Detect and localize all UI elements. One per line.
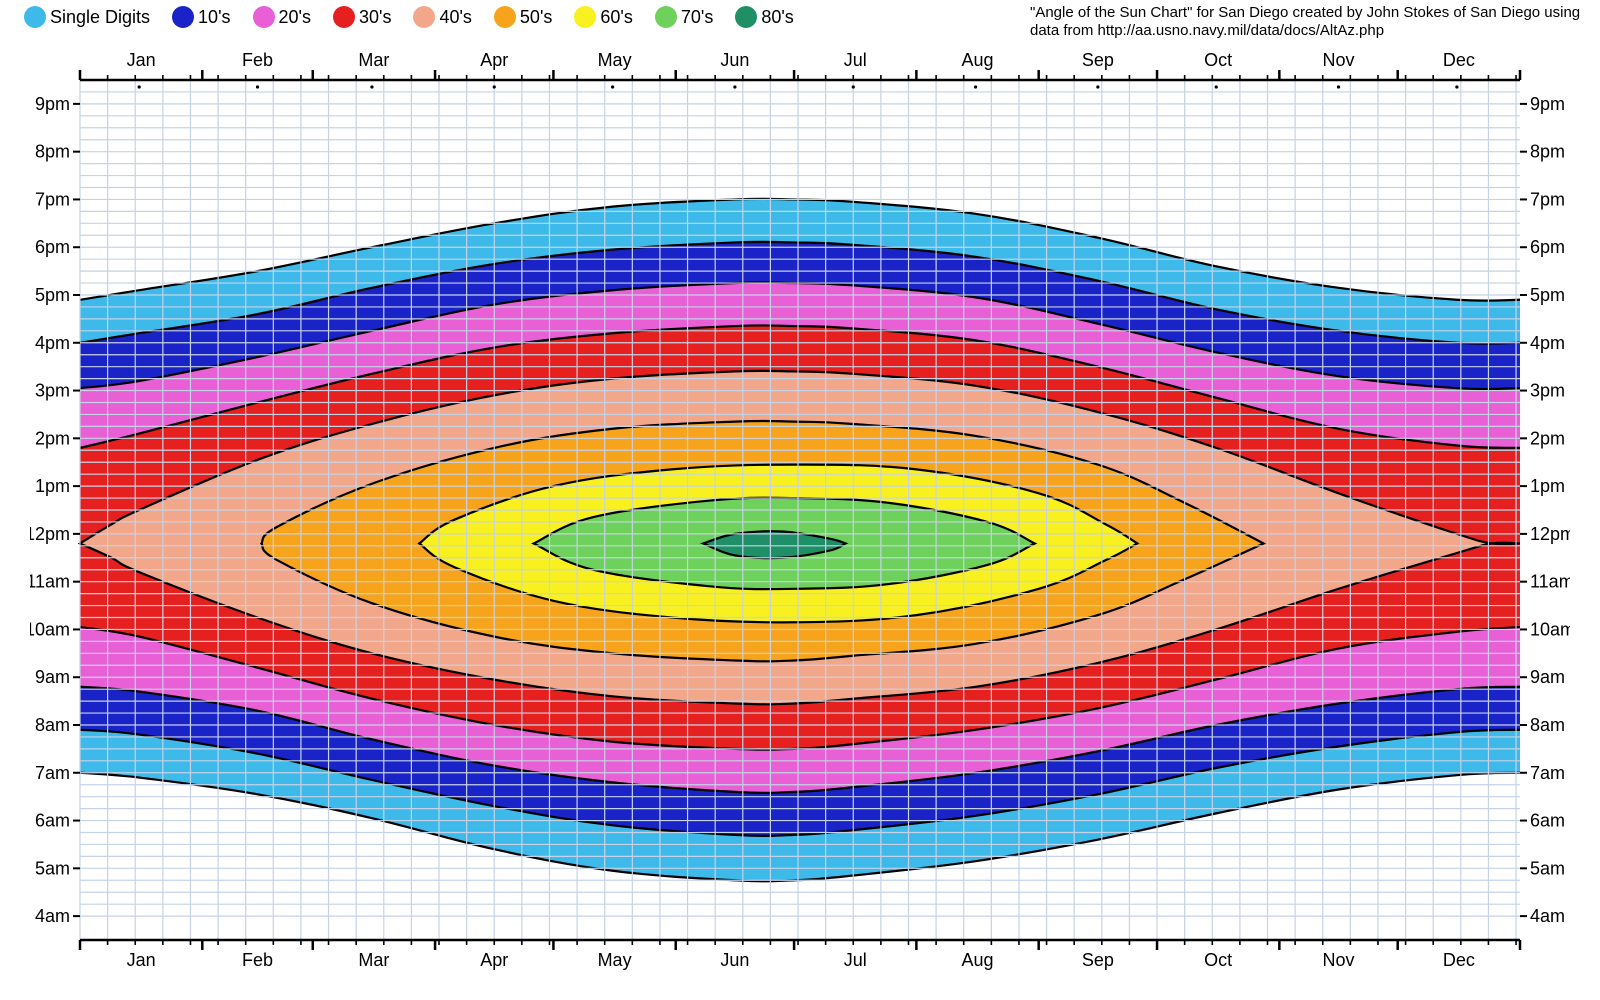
- x-month-bottom: Nov: [1323, 950, 1355, 970]
- y-label-left: 12pm: [30, 524, 70, 544]
- x-month-top: Dec: [1443, 50, 1475, 70]
- x-month-top: Feb: [242, 50, 273, 70]
- page-root: Single Digits 10's 20's 30's 40's 50's 60's 70'…: [0, 0, 1600, 1000]
- legend-label: 30's: [359, 7, 391, 28]
- y-label-left: 10am: [30, 619, 70, 639]
- legend-label: 80's: [761, 7, 793, 28]
- x-month-top: Jan: [127, 50, 156, 70]
- legend-label: 20's: [279, 7, 311, 28]
- legend: Single Digits 10's 20's 30's 40's 50's 60's 70'…: [24, 6, 794, 28]
- legend-swatch: [735, 6, 757, 28]
- x-month-bottom: Dec: [1443, 950, 1475, 970]
- legend-item: Single Digits: [24, 6, 150, 28]
- y-label-right: 11am: [1530, 572, 1570, 592]
- legend-swatch: [172, 6, 194, 28]
- legend-label: 40's: [439, 7, 471, 28]
- y-label-right: 5pm: [1530, 285, 1565, 305]
- y-label-left: 2pm: [35, 428, 70, 448]
- x-month-top: Nov: [1323, 50, 1355, 70]
- legend-label: 60's: [600, 7, 632, 28]
- y-label-right: 7am: [1530, 763, 1565, 783]
- x-month-top: Mar: [358, 50, 389, 70]
- x-month-bottom: Sep: [1082, 950, 1114, 970]
- x-month-bottom: Apr: [480, 950, 508, 970]
- legend-label: 50's: [520, 7, 552, 28]
- y-label-left: 8am: [35, 715, 70, 735]
- y-label-right: 10am: [1530, 619, 1570, 639]
- y-label-left: 3pm: [35, 381, 70, 401]
- legend-swatch: [413, 6, 435, 28]
- attribution-line2: data from http://aa.usno.navy.mil/data/d…: [1030, 22, 1590, 40]
- legend-swatch: [494, 6, 516, 28]
- legend-item: 70's: [655, 6, 713, 28]
- y-label-left: 7pm: [35, 189, 70, 209]
- x-month-top: Jul: [844, 50, 867, 70]
- y-label-left: 6pm: [35, 237, 70, 257]
- y-label-left: 4pm: [35, 333, 70, 353]
- y-label-left: 6am: [35, 811, 70, 831]
- y-label-left: 5am: [35, 858, 70, 878]
- y-label-left: 1pm: [35, 476, 70, 496]
- x-month-bottom: Jan: [127, 950, 156, 970]
- y-label-right: 9pm: [1530, 94, 1565, 114]
- legend-label: Single Digits: [50, 7, 150, 28]
- x-month-top: Sep: [1082, 50, 1114, 70]
- legend-label: 70's: [681, 7, 713, 28]
- y-label-right: 4pm: [1530, 333, 1565, 353]
- x-month-top: Apr: [480, 50, 508, 70]
- x-month-bottom: Aug: [962, 950, 994, 970]
- attribution: "Angle of the Sun Chart" for San Diego c…: [1030, 4, 1590, 40]
- y-label-left: 9pm: [35, 94, 70, 114]
- y-label-left: 9am: [35, 667, 70, 687]
- x-month-top: Aug: [962, 50, 994, 70]
- y-label-right: 5am: [1530, 858, 1565, 878]
- y-label-right: 8pm: [1530, 142, 1565, 162]
- sun-angle-chart: Jan Jan Feb Feb Mar Mar Apr Apr May May Jun Jun Jul J…: [30, 40, 1570, 970]
- legend-item: 40's: [413, 6, 471, 28]
- legend-item: 10's: [172, 6, 230, 28]
- y-label-right: 9am: [1530, 667, 1565, 687]
- legend-item: 30's: [333, 6, 391, 28]
- y-label-right: 12pm: [1530, 524, 1570, 544]
- attribution-line1: "Angle of the Sun Chart" for San Diego c…: [1030, 4, 1590, 22]
- y-label-right: 6pm: [1530, 237, 1565, 257]
- chart-svg: Jan Jan Feb Feb Mar Mar Apr Apr May May Jun Jun Jul J…: [30, 40, 1570, 970]
- x-month-top: Oct: [1204, 50, 1232, 70]
- legend-item: 80's: [735, 6, 793, 28]
- legend-item: 20's: [253, 6, 311, 28]
- y-label-right: 7pm: [1530, 189, 1565, 209]
- y-label-right: 6am: [1530, 811, 1565, 831]
- legend-swatch: [574, 6, 596, 28]
- legend-item: 60's: [574, 6, 632, 28]
- y-label-right: 3pm: [1530, 381, 1565, 401]
- x-month-bottom: May: [598, 950, 632, 970]
- y-label-left: 11am: [30, 572, 70, 592]
- x-month-bottom: Oct: [1204, 950, 1232, 970]
- x-month-bottom: Mar: [358, 950, 389, 970]
- x-month-top: Jun: [720, 50, 749, 70]
- x-month-top: May: [598, 50, 632, 70]
- y-label-left: 5pm: [35, 285, 70, 305]
- legend-label: 10's: [198, 7, 230, 28]
- legend-item: 50's: [494, 6, 552, 28]
- legend-swatch: [333, 6, 355, 28]
- legend-swatch: [24, 6, 46, 28]
- y-label-right: 2pm: [1530, 428, 1565, 448]
- y-label-right: 8am: [1530, 715, 1565, 735]
- x-month-bottom: Jul: [844, 950, 867, 970]
- y-label-left: 8pm: [35, 142, 70, 162]
- x-month-bottom: Feb: [242, 950, 273, 970]
- y-label-left: 7am: [35, 763, 70, 783]
- y-label-right: 4am: [1530, 906, 1565, 926]
- legend-swatch: [655, 6, 677, 28]
- y-label-left: 4am: [35, 906, 70, 926]
- legend-swatch: [253, 6, 275, 28]
- x-month-bottom: Jun: [720, 950, 749, 970]
- y-label-right: 1pm: [1530, 476, 1565, 496]
